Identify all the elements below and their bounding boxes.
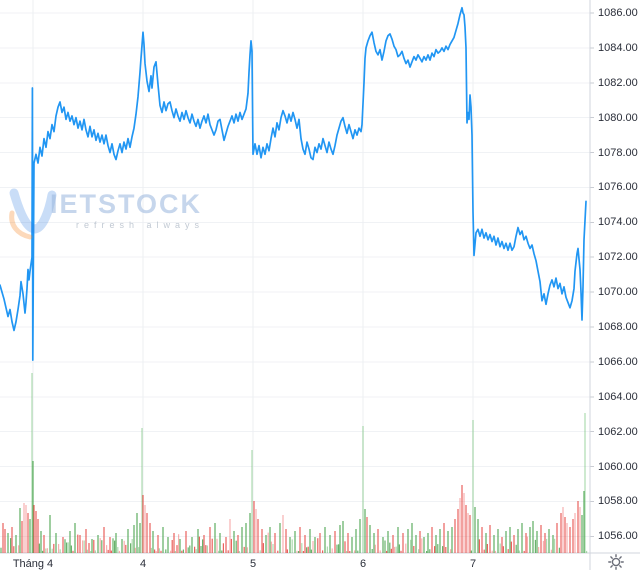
gear-icon — [608, 554, 624, 570]
price-axis-label: 1064.00 — [598, 390, 638, 403]
price-axis-label: 1074.00 — [598, 216, 638, 229]
price-axis-label: 1084.00 — [598, 41, 638, 54]
time-axis-label: 4 — [139, 558, 147, 570]
price-axis-label: 1070.00 — [598, 286, 638, 299]
price-axis-label: 1066.00 — [598, 355, 638, 368]
time-axis-label: 7 — [469, 558, 477, 570]
time-axis-label: Tháng 4 — [12, 558, 54, 570]
volume-bars — [0, 373, 588, 553]
time-axis-label: 5 — [249, 558, 257, 570]
price-axis-label: 1060.00 — [598, 460, 638, 473]
price-line — [0, 6, 587, 361]
price-axis-label: 1086.00 — [598, 7, 638, 19]
price-axis-label: 1076.00 — [598, 181, 638, 194]
price-axis-label: 1062.00 — [598, 425, 638, 438]
price-scale-settings-button[interactable] — [605, 554, 627, 570]
price-axis-label: 1058.00 — [598, 495, 638, 508]
price-axis-label: 1078.00 — [598, 146, 638, 159]
price-axis-label: 1080.00 — [598, 111, 638, 124]
price-axis-label: 1072.00 — [598, 251, 638, 264]
time-axis-label: 6 — [359, 558, 367, 570]
price-axis-label: 1068.00 — [598, 320, 638, 333]
price-axis-label: 1082.00 — [598, 76, 638, 89]
price-axis-label: 1056.00 — [598, 530, 638, 543]
